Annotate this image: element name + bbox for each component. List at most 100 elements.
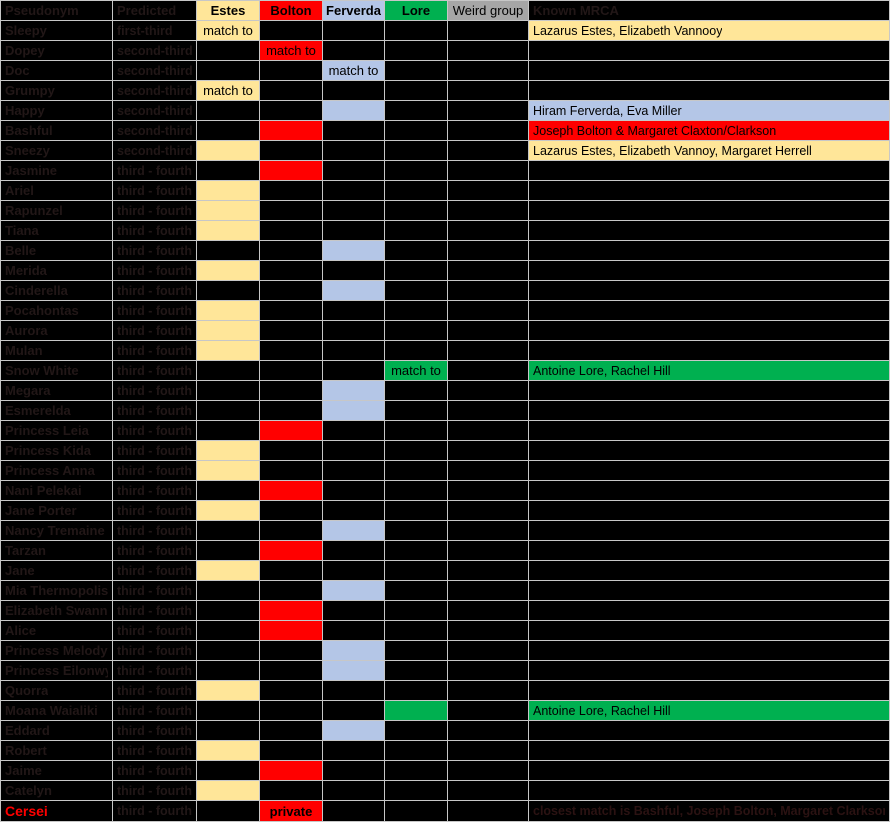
mrca-cell[interactable] xyxy=(529,281,890,301)
pseudonym-cell[interactable]: Robert xyxy=(1,741,113,761)
lore-cell[interactable] xyxy=(385,261,448,281)
lore-cell[interactable] xyxy=(385,341,448,361)
predicted-cell[interactable]: third - fourth xyxy=(113,701,197,721)
pseudonym-cell[interactable]: Megara xyxy=(1,381,113,401)
estes-cell[interactable] xyxy=(197,421,260,441)
lore-cell[interactable] xyxy=(385,581,448,601)
weird-group-cell[interactable] xyxy=(448,581,529,601)
lore-cell[interactable] xyxy=(385,521,448,541)
mrca-cell[interactable] xyxy=(529,781,890,801)
lore-cell[interactable] xyxy=(385,201,448,221)
lore-cell[interactable] xyxy=(385,81,448,101)
predicted-cell[interactable]: third - fourth xyxy=(113,661,197,681)
mrca-cell[interactable]: Lazarus Estes, Elizabeth Vannooy xyxy=(529,21,890,41)
bolton-cell[interactable] xyxy=(260,21,323,41)
pseudonym-cell[interactable]: Princess Leia xyxy=(1,421,113,441)
estes-cell[interactable] xyxy=(197,441,260,461)
lore-cell[interactable] xyxy=(385,661,448,681)
ferverda-cell[interactable] xyxy=(323,641,385,661)
ferverda-cell[interactable] xyxy=(323,601,385,621)
estes-cell[interactable] xyxy=(197,141,260,161)
ferverda-cell[interactable] xyxy=(323,581,385,601)
bolton-cell[interactable] xyxy=(260,761,323,781)
bolton-cell[interactable] xyxy=(260,321,323,341)
weird-group-cell[interactable] xyxy=(448,221,529,241)
pseudonym-cell[interactable]: Snow White xyxy=(1,361,113,381)
lore-cell[interactable] xyxy=(385,421,448,441)
mrca-cell[interactable] xyxy=(529,661,890,681)
predicted-cell[interactable]: third - fourth xyxy=(113,581,197,601)
estes-cell[interactable] xyxy=(197,161,260,181)
weird-group-cell[interactable] xyxy=(448,261,529,281)
weird-group-cell[interactable] xyxy=(448,561,529,581)
estes-cell[interactable]: match to xyxy=(197,21,260,41)
estes-cell[interactable] xyxy=(197,501,260,521)
bolton-cell[interactable] xyxy=(260,561,323,581)
predicted-cell[interactable]: third - fourth xyxy=(113,441,197,461)
ferverda-cell[interactable] xyxy=(323,41,385,61)
ferverda-cell[interactable]: match to xyxy=(323,61,385,81)
predicted-cell[interactable]: third - fourth xyxy=(113,381,197,401)
estes-cell[interactable] xyxy=(197,41,260,61)
ferverda-cell[interactable] xyxy=(323,201,385,221)
pseudonym-cell[interactable]: Princess Melody xyxy=(1,641,113,661)
ferverda-cell[interactable] xyxy=(323,701,385,721)
pseudonym-cell[interactable]: Nancy Tremaine xyxy=(1,521,113,541)
mrca-cell[interactable] xyxy=(529,641,890,661)
weird-group-cell[interactable] xyxy=(448,501,529,521)
lore-cell[interactable] xyxy=(385,801,448,822)
column-header-lore[interactable]: Lore xyxy=(385,1,448,21)
mrca-cell[interactable] xyxy=(529,161,890,181)
bolton-cell[interactable] xyxy=(260,681,323,701)
predicted-cell[interactable]: third - fourth xyxy=(113,161,197,181)
ferverda-cell[interactable] xyxy=(323,781,385,801)
pseudonym-cell[interactable]: Nani Pelekai xyxy=(1,481,113,501)
weird-group-cell[interactable] xyxy=(448,121,529,141)
lore-cell[interactable] xyxy=(385,701,448,721)
pseudonym-cell[interactable]: Jasmine xyxy=(1,161,113,181)
lore-cell[interactable] xyxy=(385,461,448,481)
lore-cell[interactable] xyxy=(385,501,448,521)
ferverda-cell[interactable] xyxy=(323,321,385,341)
pseudonym-cell[interactable]: Grumpy xyxy=(1,81,113,101)
ferverda-cell[interactable] xyxy=(323,141,385,161)
predicted-cell[interactable]: third - fourth xyxy=(113,261,197,281)
weird-group-cell[interactable] xyxy=(448,481,529,501)
pseudonym-cell[interactable]: Jaime xyxy=(1,761,113,781)
pseudonym-cell[interactable]: Princess Eilonwy xyxy=(1,661,113,681)
bolton-cell[interactable]: match to xyxy=(260,41,323,61)
estes-cell[interactable] xyxy=(197,361,260,381)
lore-cell[interactable] xyxy=(385,441,448,461)
predicted-cell[interactable]: third - fourth xyxy=(113,321,197,341)
ferverda-cell[interactable] xyxy=(323,301,385,321)
estes-cell[interactable] xyxy=(197,121,260,141)
mrca-cell[interactable] xyxy=(529,721,890,741)
predicted-cell[interactable]: first-third xyxy=(113,21,197,41)
bolton-cell[interactable] xyxy=(260,781,323,801)
bolton-cell[interactable] xyxy=(260,441,323,461)
ferverda-cell[interactable] xyxy=(323,241,385,261)
lore-cell[interactable] xyxy=(385,481,448,501)
pseudonym-cell[interactable]: Sneezy xyxy=(1,141,113,161)
weird-group-cell[interactable] xyxy=(448,761,529,781)
pseudonym-cell[interactable]: Bashful xyxy=(1,121,113,141)
lore-cell[interactable] xyxy=(385,161,448,181)
estes-cell[interactable] xyxy=(197,221,260,241)
weird-group-cell[interactable] xyxy=(448,81,529,101)
weird-group-cell[interactable] xyxy=(448,281,529,301)
estes-cell[interactable] xyxy=(197,181,260,201)
mrca-cell[interactable] xyxy=(529,581,890,601)
weird-group-cell[interactable] xyxy=(448,681,529,701)
lore-cell[interactable] xyxy=(385,61,448,81)
pseudonym-cell[interactable]: Alice xyxy=(1,621,113,641)
pseudonym-cell[interactable]: Elizabeth Swann xyxy=(1,601,113,621)
pseudonym-cell[interactable]: Quorra xyxy=(1,681,113,701)
pseudonym-cell[interactable]: Jane xyxy=(1,561,113,581)
weird-group-cell[interactable] xyxy=(448,401,529,421)
pseudonym-cell[interactable]: Sleepy xyxy=(1,21,113,41)
weird-group-cell[interactable] xyxy=(448,141,529,161)
ferverda-cell[interactable] xyxy=(323,661,385,681)
ferverda-cell[interactable] xyxy=(323,401,385,421)
ferverda-cell[interactable] xyxy=(323,521,385,541)
mrca-cell[interactable]: Joseph Bolton & Margaret Claxton/Clarkso… xyxy=(529,121,890,141)
